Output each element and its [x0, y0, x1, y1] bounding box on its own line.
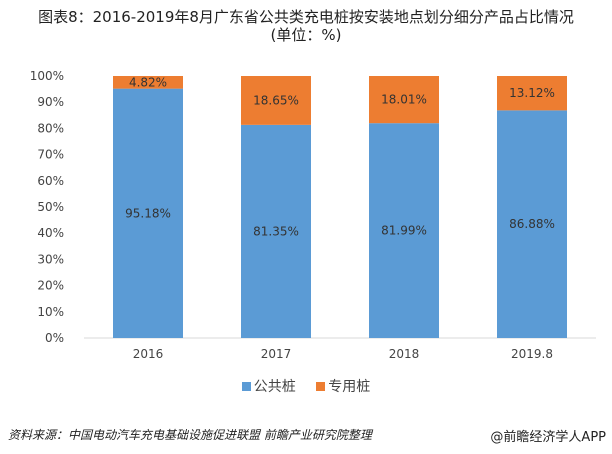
y-tick-label: 30% — [37, 252, 64, 266]
bar-private — [241, 76, 311, 125]
data-label: 13.12% — [509, 86, 555, 100]
legend-label: 专用桩 — [328, 379, 371, 395]
chart-subtitle: (单位：%) — [270, 26, 342, 44]
y-tick-label: 80% — [37, 121, 64, 135]
source-note: 资料来源：中国电动汽车充电基础设施促进联盟 前瞻产业研究院整理 — [8, 428, 372, 442]
y-tick-label: 10% — [37, 305, 64, 319]
bar-private — [369, 76, 439, 124]
y-tick-label: 0% — [45, 331, 64, 345]
bar-public — [113, 88, 183, 338]
bar-private — [497, 76, 567, 111]
x-tick-label: 2016 — [133, 347, 164, 361]
x-tick-label: 2018 — [389, 347, 420, 361]
bar-public — [241, 124, 311, 338]
legend-swatch — [316, 382, 326, 391]
y-tick-label: 40% — [37, 226, 64, 240]
data-label: 95.18% — [125, 206, 171, 220]
y-tick-label: 60% — [37, 174, 64, 188]
x-tick-label: 2019.8 — [511, 347, 553, 361]
bar-public — [497, 110, 567, 339]
bar-private — [113, 76, 183, 89]
legend-label: 公共桩 — [253, 379, 296, 395]
legend-item-private[interactable]: 专用桩 — [316, 379, 370, 395]
data-label: 4.82% — [129, 75, 167, 89]
legend-item-public[interactable]: 公共桩 — [241, 379, 296, 395]
x-tick-label: 2017 — [261, 347, 292, 361]
data-label: 81.35% — [253, 224, 299, 238]
bar-public — [369, 123, 439, 338]
data-label: 81.99% — [381, 224, 427, 238]
y-tick-label: 90% — [37, 95, 64, 109]
legend-swatch — [241, 382, 251, 391]
data-label: 86.88% — [509, 217, 555, 231]
legend: 公共桩 专用桩 — [0, 376, 612, 396]
chart-title: 图表8：2016-2019年8月广东省公共类充电桩按安装地点划分细分产品占比情况 — [38, 8, 574, 26]
y-tick-label: 20% — [37, 279, 64, 293]
app-credit: @前瞻经济学人APP — [490, 430, 606, 445]
y-tick-label: 100% — [30, 69, 64, 83]
y-tick-label: 70% — [37, 148, 64, 162]
data-label: 18.01% — [381, 93, 427, 107]
y-tick-label: 50% — [37, 200, 64, 214]
data-label: 18.65% — [253, 93, 299, 107]
